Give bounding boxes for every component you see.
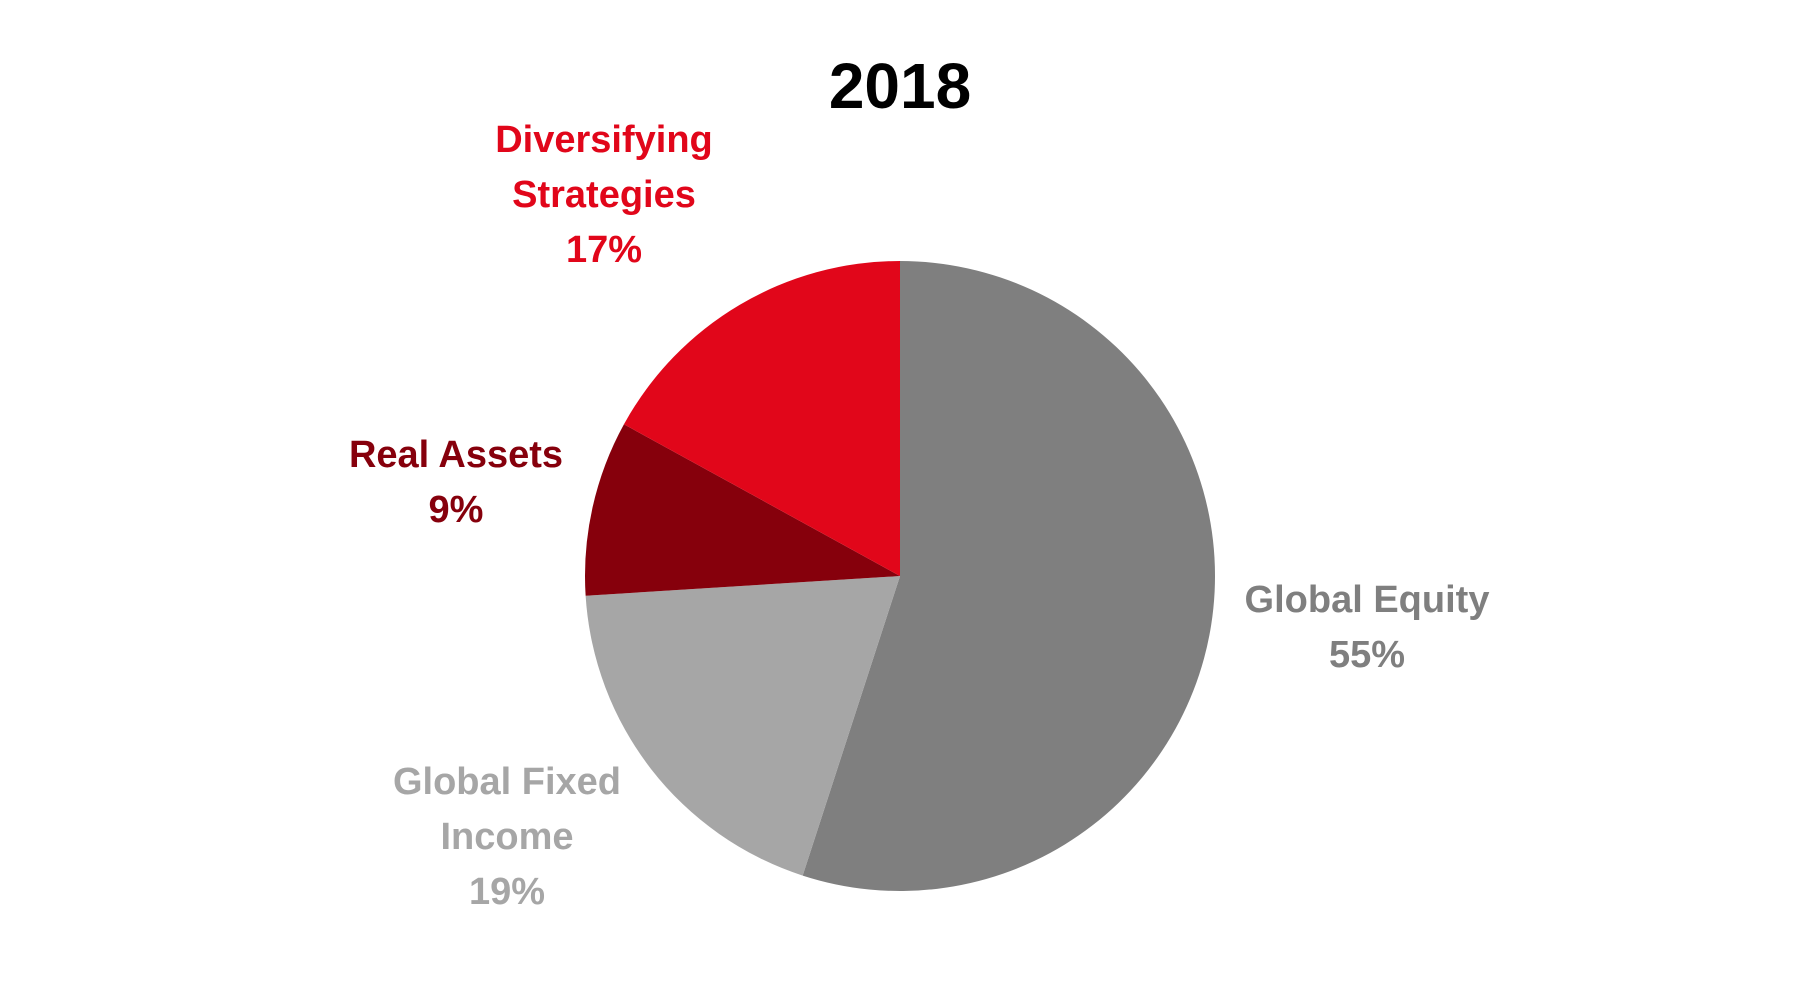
slice-percent-label: 9% (429, 489, 484, 531)
pie-slices (584, 261, 1216, 891)
slice-percent-label: 19% (469, 871, 545, 913)
slice-category-label: Diversifying (495, 119, 713, 161)
pie-slice-0 (802, 261, 1216, 891)
slice-data-label-0: Global Equity 55% (1245, 579, 1490, 676)
pie-slice-2 (584, 424, 900, 596)
slice-percent-label: 55% (1329, 634, 1405, 676)
slice-category-label: Global Fixed (393, 761, 621, 803)
slice-category-label: Strategies (512, 174, 696, 216)
slice-category-label: Global Equity (1245, 579, 1490, 621)
pie-data-labels: Global Equity 55% Global Fixed Income 19% Rea… (349, 119, 1489, 913)
slice-percent-label: 17% (566, 229, 642, 271)
slice-data-label-3: Diversifying Strategies 17% (495, 119, 713, 271)
slice-data-label-2: Real Assets 9% (349, 434, 563, 531)
slice-category-label: Income (440, 816, 573, 858)
slice-category-label: Real Assets (349, 434, 563, 476)
chart-title: 2018 (829, 50, 971, 122)
pie-slice-3 (623, 261, 900, 576)
pie-slice-1 (585, 576, 900, 876)
slice-data-label-1: Global Fixed Income 19% (393, 761, 621, 913)
